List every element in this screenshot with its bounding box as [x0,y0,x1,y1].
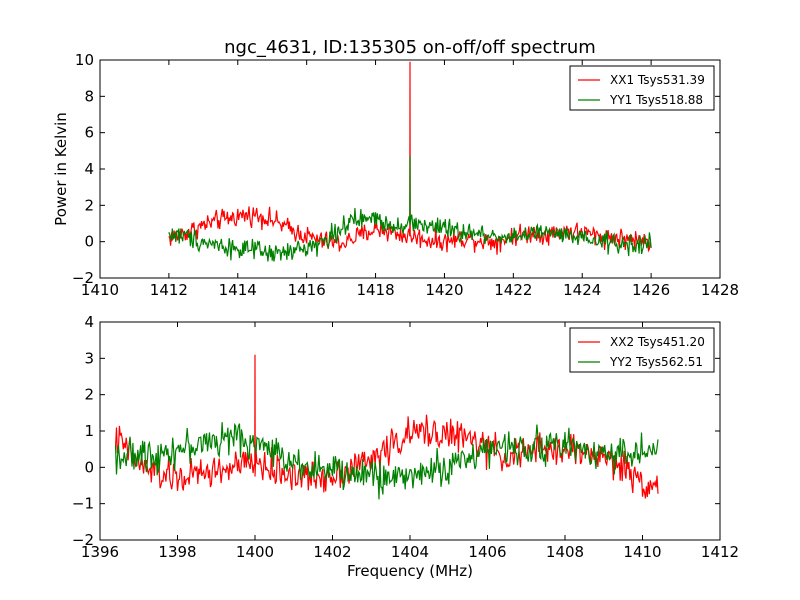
x-axis-label: Frequency (MHz) [347,562,473,580]
y-tick-label: −2 [72,269,94,287]
y-tick-label: 1 [84,422,94,440]
series-line-xx2 [114,354,659,499]
y-axis-label: Power in Kelvin [52,112,70,226]
x-tick-label: 1410 [81,281,119,299]
x-tick-label: 1422 [494,281,532,299]
y-tick-label: 4 [84,160,94,178]
figure-title: ngc_4631, ID:135305 on-off/off spectrum [224,37,596,58]
y-tick-label: 8 [84,87,94,105]
x-tick-label: 1418 [356,281,394,299]
x-tick-label: 1426 [632,281,670,299]
series-line-yy1 [168,156,652,262]
x-tick-label: 1410 [623,543,661,561]
x-tick-label: 1400 [236,543,274,561]
y-tick-label: −2 [72,531,94,549]
y-tick-label: 6 [84,124,94,142]
legend: XX2 Tsys451.20 YY2 Tsys562.51 [569,327,715,373]
x-tick-label: 1416 [288,281,326,299]
x-tick-label: 1408 [546,543,584,561]
y-tick-label: −1 [72,495,94,513]
legend-entry: YY1 Tsys518.88 [609,93,703,107]
y-tick-label: 4 [84,313,94,331]
series-line-xx1 [168,61,652,255]
x-tick-label: 1424 [563,281,601,299]
x-tick-label: 1402 [313,543,351,561]
x-tick-label: 1396 [81,543,119,561]
bottom-panel: 1396 1398 1400 1402 1404 1406 1408 1410 1412−2−1… [72,313,739,561]
x-tick-label: 1414 [219,281,257,299]
y-tick-label: 2 [84,386,94,404]
x-tick-label: 1420 [425,281,463,299]
legend-entry: XX2 Tsys451.20 [610,335,705,349]
legend-box [569,327,715,373]
x-tick-label: 1398 [158,543,196,561]
x-tick-label: 1428 [701,281,739,299]
series-line-yy2 [114,422,659,500]
y-tick-label: 3 [84,349,94,367]
legend-entry: YY2 Tsys562.51 [609,355,703,369]
y-tick-label: 0 [84,458,94,476]
y-tick-label: 10 [75,51,94,69]
y-tick-label: 2 [84,196,94,214]
x-tick-label: 1412 [701,543,739,561]
y-tick-label: 0 [84,233,94,251]
legend: XX1 Tsys531.39 YY1 Tsys518.88 [569,65,715,111]
x-tick-label: 1404 [391,543,429,561]
x-tick-label: 1406 [468,543,506,561]
top-panel: 1410 1412 1414 1416 1418 1420 1422 1424 1426 1428… [72,51,739,299]
x-tick-label: 1412 [150,281,188,299]
legend-entry: XX1 Tsys531.39 [610,73,705,87]
legend-box [569,65,715,111]
